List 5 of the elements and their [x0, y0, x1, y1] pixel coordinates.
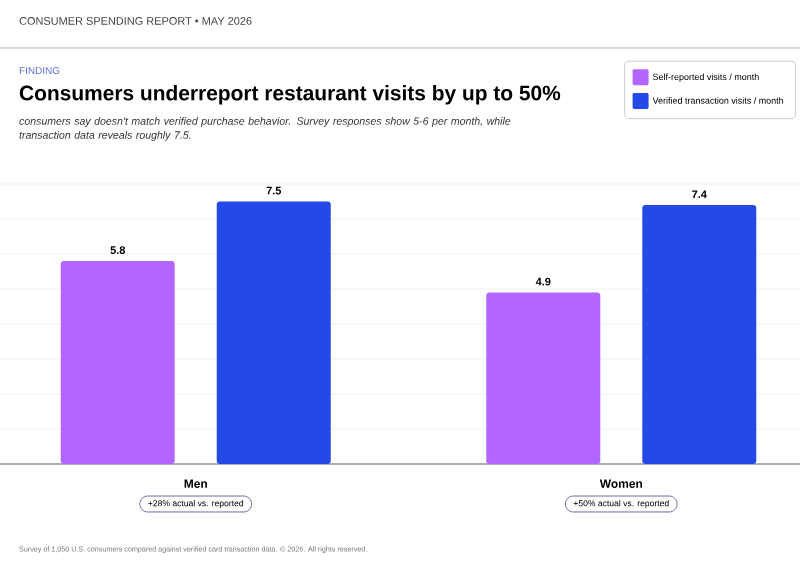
bar	[486, 292, 601, 464]
bar	[642, 205, 757, 464]
chart-title: Consumers underreport restaurant visits by up to 50%	[19, 85, 561, 105]
bar	[60, 261, 175, 464]
bar	[216, 201, 331, 464]
